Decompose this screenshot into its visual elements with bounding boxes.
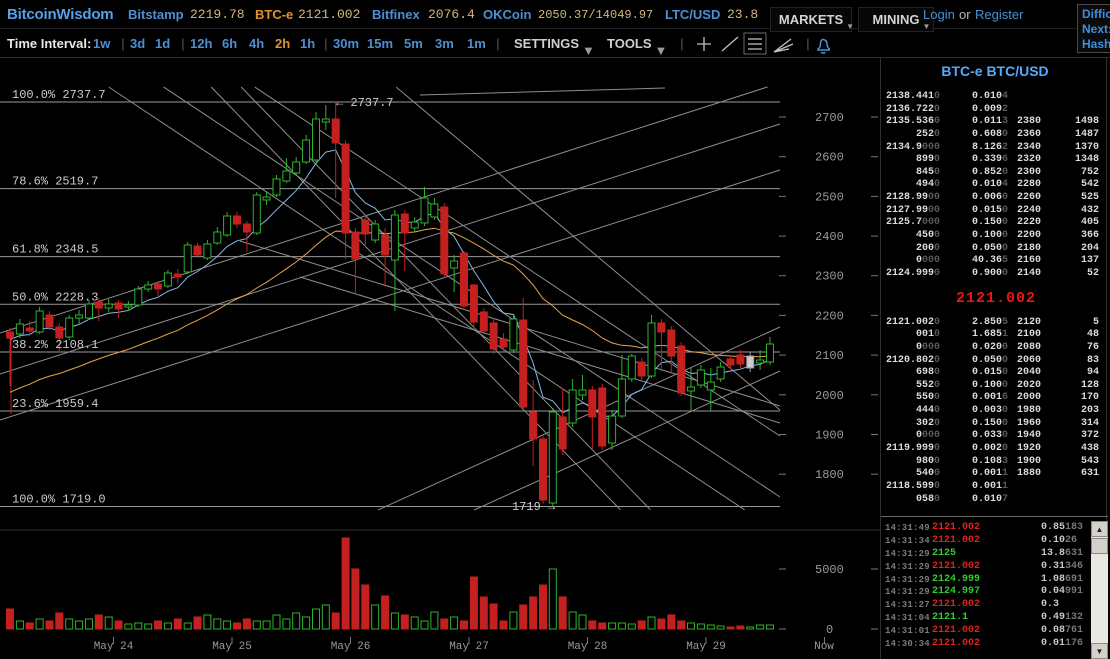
svg-text:23.6% 1959.4: 23.6% 1959.4 <box>12 397 98 411</box>
svg-text:1719 →: 1719 → <box>512 500 556 514</box>
svg-text:2600: 2600 <box>815 151 844 165</box>
svg-text:61.8% 2348.5: 61.8% 2348.5 <box>12 243 98 257</box>
svg-text:2200: 2200 <box>815 309 844 323</box>
svg-text:May 29: May 29 <box>686 641 726 653</box>
svg-text:100.0% 1719.0: 100.0% 1719.0 <box>12 493 106 507</box>
svg-text:1800: 1800 <box>815 468 844 482</box>
svg-text:May 26: May 26 <box>331 641 371 653</box>
svg-text:May 24: May 24 <box>94 641 134 653</box>
svg-text:0: 0 <box>826 623 833 637</box>
svg-text:2400: 2400 <box>815 230 844 244</box>
svg-text:78.6% 2519.7: 78.6% 2519.7 <box>12 175 98 189</box>
svg-text:2500: 2500 <box>815 190 844 204</box>
svg-text:1900: 1900 <box>815 429 844 443</box>
svg-text:2300: 2300 <box>815 270 844 284</box>
svg-text:2000: 2000 <box>815 389 844 403</box>
svg-text:38.2% 2108.1: 38.2% 2108.1 <box>12 338 98 352</box>
svg-text:50.0% 2228.3: 50.0% 2228.3 <box>12 290 98 304</box>
svg-text:5000: 5000 <box>815 563 844 577</box>
svg-text:May 27: May 27 <box>449 641 489 653</box>
svg-text:2700: 2700 <box>815 111 844 125</box>
svg-text:2100: 2100 <box>815 349 844 363</box>
svg-text:May 25: May 25 <box>212 641 252 653</box>
svg-text:May 28: May 28 <box>568 641 608 653</box>
svg-text:← 2737.7: ← 2737.7 <box>336 96 394 110</box>
svg-text:100.0% 2737.7: 100.0% 2737.7 <box>12 88 106 102</box>
svg-text:Now: Now <box>814 641 834 653</box>
